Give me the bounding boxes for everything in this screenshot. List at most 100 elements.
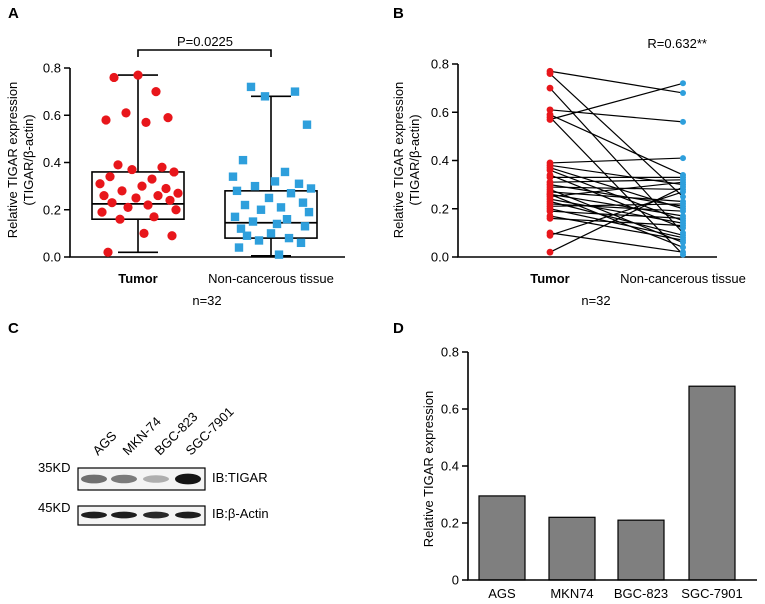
- a-point-tumor: [149, 212, 159, 222]
- b-point-tumor: [546, 248, 554, 256]
- b-point-normal: [680, 193, 686, 200]
- a-point-tumor: [169, 167, 179, 177]
- c-marker-35kd: 35KD: [38, 460, 71, 475]
- a-point-normal: [270, 177, 280, 186]
- b-pair-line: [549, 203, 684, 212]
- b-pair-line: [549, 191, 684, 203]
- a-point-tumor: [115, 214, 125, 224]
- b-point-normal: [680, 237, 686, 244]
- b-point-tumor: [546, 166, 554, 174]
- a-xtick-normal: Non-cancerous tissue: [208, 271, 334, 286]
- d-xtick-label: MKN74: [550, 586, 593, 601]
- a-point-normal: [246, 82, 256, 92]
- a-ytick-label: 0.4: [43, 155, 61, 170]
- a-point-tumor: [99, 190, 109, 201]
- a-significance-bracket: [137, 49, 272, 57]
- c-blot-actin: [77, 505, 206, 526]
- d-ytick-label: 0.4: [441, 459, 459, 474]
- b-point-tumor: [546, 70, 554, 78]
- b-pair-line: [549, 191, 684, 236]
- d-bar: [688, 385, 736, 581]
- a-point-tumor: [163, 113, 173, 123]
- c-band-actin: [81, 511, 107, 519]
- b-pair-line: [549, 179, 684, 183]
- a-point-normal: [272, 219, 282, 229]
- a-point-normal: [298, 198, 308, 207]
- b-pair-line: [549, 198, 684, 224]
- b-ytick-label: 0.8: [431, 57, 449, 72]
- b-pair-line: [549, 73, 684, 198]
- c-lane-ags: AGS: [90, 428, 120, 458]
- b-pair-line: [549, 200, 684, 236]
- panel-label-a: A: [8, 5, 19, 22]
- a-point-tumor: [101, 115, 111, 125]
- a-point-tumor: [109, 72, 119, 83]
- b-point-normal: [680, 188, 686, 195]
- a-point-tumor: [117, 186, 127, 196]
- b-sample-size: n=32: [581, 293, 610, 308]
- b-point-tumor: [546, 116, 554, 123]
- c-blot-tigar: [77, 467, 206, 491]
- a-ytick-label: 0.2: [43, 202, 61, 217]
- b-point-normal: [680, 118, 686, 125]
- b-pair-line: [549, 217, 684, 227]
- a-point-tumor: [95, 179, 105, 189]
- a-point-normal: [290, 87, 300, 96]
- b-point-normal: [680, 179, 686, 186]
- d-xtick-label: BGC-823: [614, 586, 668, 601]
- b-point-normal: [680, 215, 686, 222]
- b-point-tumor: [546, 106, 554, 114]
- c-band-tigar: [143, 475, 169, 483]
- a-point-normal: [274, 250, 284, 259]
- b-ylabel-line1: Relative TIGAR expression: [391, 82, 406, 239]
- b-point-tumor: [546, 84, 554, 92]
- a-point-normal: [248, 217, 258, 226]
- a-point-normal: [284, 233, 294, 243]
- a-point-normal: [306, 184, 316, 193]
- b-pair-line: [549, 232, 684, 253]
- b-pair-line: [549, 210, 684, 219]
- b-ytick-label: 0.0: [431, 250, 449, 265]
- c-band-tigar: [175, 473, 201, 485]
- panel-c-western-blot: AGS MKN-74 BGC-823 SGC-7901 35KD 45KD IB…: [38, 404, 269, 526]
- a-point-normal: [230, 212, 240, 222]
- b-point-normal: [680, 80, 686, 87]
- b-correlation: R=0.632**: [647, 36, 707, 51]
- b-pair-line: [549, 164, 684, 186]
- b-point-tumor: [546, 215, 554, 222]
- a-point-tumor: [139, 228, 149, 238]
- d-bar: [478, 495, 526, 581]
- b-pair-line: [549, 186, 684, 253]
- a-ylabel-line1: Relative TIGAR expression: [5, 82, 20, 239]
- a-ylabel-line2: (TIGAR/β-actin): [21, 114, 36, 205]
- panel-d-bar: Relative TIGAR expression 00.20.40.60.8 …: [421, 345, 757, 601]
- a-point-tumor: [107, 198, 117, 208]
- a-point-tumor: [153, 190, 163, 201]
- c-marker-45kd: 45KD: [38, 500, 71, 515]
- d-ytick-label: 0.2: [441, 516, 459, 531]
- b-pair-line: [549, 208, 684, 239]
- b-ytick-label: 0.2: [431, 201, 449, 216]
- d-xtick-label: AGS: [488, 586, 516, 601]
- a-point-tumor: [137, 181, 147, 191]
- b-pair-line: [549, 186, 684, 191]
- a-point-tumor: [141, 117, 151, 127]
- a-point-tumor: [113, 160, 123, 170]
- b-ylabel-line2: (TIGAR/β-actin): [407, 114, 422, 205]
- panel-b-paired: Relative TIGAR expression (TIGAR/β-actin…: [391, 36, 746, 308]
- a-point-normal: [232, 186, 242, 196]
- d-bar: [548, 516, 596, 581]
- a-point-tumor: [131, 193, 141, 203]
- a-ytick-label: 0.8: [43, 61, 61, 76]
- a-ytick-label: 0.6: [43, 108, 61, 123]
- a-point-normal: [260, 92, 270, 101]
- panel-label-b: B: [393, 5, 404, 22]
- d-ylabel: Relative TIGAR expression: [421, 391, 436, 548]
- a-point-tumor: [123, 202, 133, 212]
- b-pair-line: [549, 181, 684, 198]
- a-ytick-label: 0.0: [43, 250, 61, 265]
- b-pair-line: [549, 157, 684, 164]
- a-point-normal: [294, 179, 304, 188]
- a-point-tumor: [127, 164, 137, 175]
